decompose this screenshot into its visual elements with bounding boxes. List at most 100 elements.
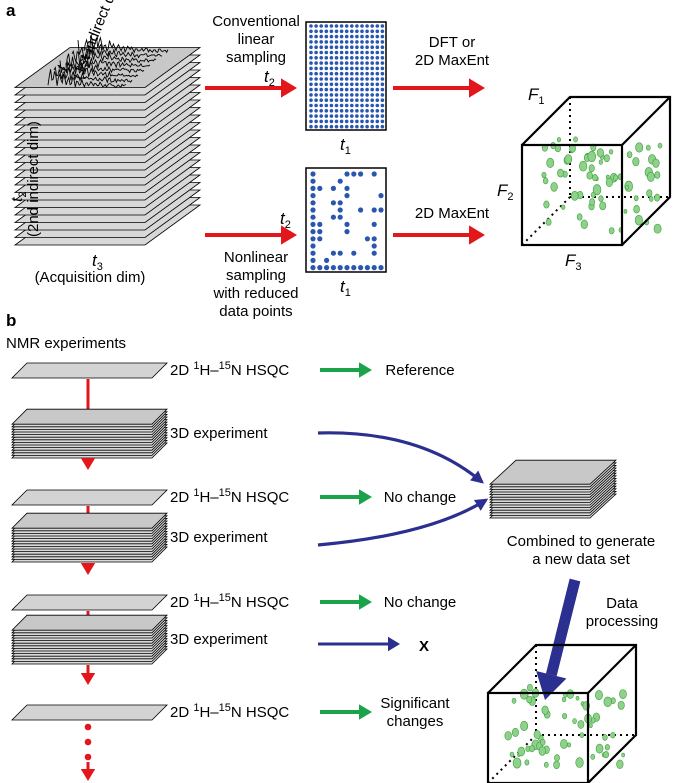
sample-point [365, 120, 369, 124]
sample-point [378, 207, 383, 212]
sample-point [331, 251, 336, 256]
sample-point [314, 72, 318, 76]
sample-point [325, 24, 329, 28]
sample-point [372, 236, 377, 241]
arrow-head [359, 489, 372, 505]
route-arrow [318, 433, 482, 482]
peak [576, 758, 584, 768]
sample-point [381, 88, 385, 92]
peak [599, 160, 603, 165]
sample-point [365, 265, 370, 270]
sample-point [345, 88, 349, 92]
sample-point [330, 104, 334, 108]
sample-point [355, 125, 359, 129]
label-part: H– [199, 489, 219, 506]
sample-point [309, 114, 313, 118]
label-part: N HSQC [231, 704, 290, 721]
sample-point [324, 258, 329, 263]
sample-point [344, 171, 349, 176]
plane [12, 705, 167, 720]
peak [658, 143, 662, 148]
peak [635, 215, 643, 225]
peak [551, 182, 558, 191]
sample-point [317, 236, 322, 241]
peak [655, 172, 660, 179]
sample-point [355, 120, 359, 124]
outcome: changes [387, 713, 444, 730]
step-label: 3D experiment [170, 631, 268, 648]
sample-point [365, 114, 369, 118]
sample-point [309, 98, 313, 102]
label-part: N HSQC [231, 362, 290, 379]
sample-point [310, 193, 315, 198]
sample-point [309, 51, 313, 55]
sample-point [350, 35, 354, 39]
axis-symbol: t2 [264, 67, 275, 89]
sample-point [350, 45, 354, 49]
sample-point [317, 186, 322, 191]
sample-point [365, 236, 370, 241]
sample-point [310, 215, 315, 220]
label-part: H– [199, 704, 219, 721]
sample-point [330, 98, 334, 102]
sample-point [381, 61, 385, 65]
sample-point [314, 104, 318, 108]
combined-label: a new data set [532, 551, 630, 568]
sample-point [310, 186, 315, 191]
sample-point [309, 45, 313, 49]
sample-point [365, 61, 369, 65]
sample-point [331, 265, 336, 270]
sample-point [365, 125, 369, 129]
peak [589, 723, 592, 727]
peak [557, 137, 561, 142]
sample-point [376, 109, 380, 113]
peak [617, 760, 624, 769]
sample-point [355, 114, 359, 118]
sample-point [335, 61, 339, 65]
sample-point [345, 61, 349, 65]
sample-point [309, 67, 313, 71]
sample-point [355, 104, 359, 108]
sample-point [350, 61, 354, 65]
caption: Conventional [212, 13, 300, 30]
subscript: 1 [345, 287, 351, 299]
sample-point [330, 51, 334, 55]
sample-point [338, 179, 343, 184]
sample-point [325, 114, 329, 118]
sample-point [376, 45, 380, 49]
sample-point [335, 77, 339, 81]
sample-point [365, 72, 369, 76]
sample-point [350, 24, 354, 28]
peak [619, 689, 626, 698]
sample-point [350, 114, 354, 118]
sample-point [350, 51, 354, 55]
peak [547, 158, 554, 167]
sample-point [319, 30, 323, 34]
peak [634, 196, 638, 201]
sample-point [340, 35, 344, 39]
sample-point [340, 98, 344, 102]
sample-point [335, 120, 339, 124]
sample-point [324, 265, 329, 270]
sample-point [381, 104, 385, 108]
sample-point [325, 61, 329, 65]
sample-point [345, 24, 349, 28]
sample-point [340, 45, 344, 49]
plane [12, 513, 167, 528]
peak [654, 194, 659, 201]
sample-point [355, 88, 359, 92]
sample-point [325, 109, 329, 113]
sample-point [358, 265, 363, 270]
processing-label: processing [586, 613, 659, 630]
arrow-head [81, 769, 95, 781]
sample-point [381, 45, 385, 49]
subscript: 1 [345, 145, 351, 157]
sample-point [310, 258, 315, 263]
step-label: 2D 1H–15N HSQC [170, 360, 289, 379]
continuation-dot [85, 739, 92, 746]
peak [534, 730, 540, 738]
sample-point [355, 93, 359, 97]
peak [576, 696, 579, 700]
peak [606, 178, 613, 186]
sample-point [314, 67, 318, 71]
